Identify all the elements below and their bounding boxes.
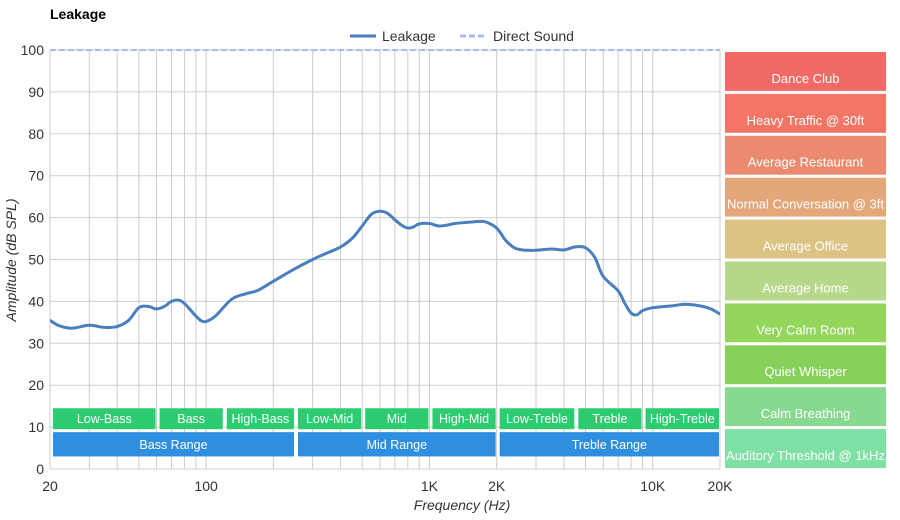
noise-level-normal-conversation-3ft <box>725 177 886 217</box>
noise-level-label: Average Office <box>763 239 849 254</box>
noise-level-dance-club <box>725 52 886 91</box>
noise-level-average-office <box>725 219 886 259</box>
noise-level-average-restaurant <box>725 135 886 175</box>
x-tick-label: 1K <box>421 478 439 494</box>
y-tick-label: 0 <box>36 461 44 477</box>
band-label: Bass <box>177 412 205 426</box>
y-tick-label: 10 <box>28 419 44 435</box>
band-label: Mid <box>387 412 407 426</box>
noise-level-quiet-whisper <box>725 345 886 385</box>
y-tick-label: 90 <box>28 84 44 100</box>
frequency-ranges: Bass Range Mid Range Treble Range <box>53 432 719 457</box>
y-axis-label: Amplitude (dB SPL) <box>3 199 19 323</box>
band-high-bass <box>226 408 294 430</box>
x-tick-label: 20K <box>708 478 734 494</box>
range-mid-range <box>297 432 496 457</box>
x-tick-labels: 20 100 1K 2K 10K 20K <box>42 478 733 494</box>
x-tick-label: 2K <box>488 478 506 494</box>
range-label: Treble Range <box>572 438 647 452</box>
range-bass-range <box>53 432 294 457</box>
x-tick-label: 100 <box>194 478 218 494</box>
band-high-treble <box>645 408 719 430</box>
y-tick-labels: 0 10 20 30 40 50 60 70 80 90 100 <box>21 42 45 477</box>
noise-level-average-home <box>725 261 886 301</box>
noise-level-auditory-threshold-1khz <box>725 429 886 468</box>
x-axis-label: Frequency (Hz) <box>414 497 510 513</box>
range-label: Mid Range <box>367 438 427 452</box>
y-tick-label: 80 <box>28 126 44 142</box>
noise-level-label: Calm Breathing <box>761 406 851 421</box>
band-low-mid <box>297 408 362 430</box>
noise-level-label: Dance Club <box>772 71 840 86</box>
noise-level-label: Auditory Threshold @ 1kHz <box>726 448 885 463</box>
y-tick-label: 30 <box>28 335 44 351</box>
range-treble-range <box>499 432 719 457</box>
band-label: Treble <box>592 412 627 426</box>
noise-level-label: Normal Conversation @ 3ft <box>727 197 884 212</box>
x-tick-label: 10K <box>640 478 666 494</box>
noise-level-scale: Dance Club Heavy Traffic @ 30ft Average Re… <box>725 52 886 468</box>
y-tick-label: 20 <box>28 377 44 393</box>
noise-level-label: Average Home <box>762 280 848 295</box>
grid <box>49 49 721 470</box>
band-label: Low-Mid <box>306 412 353 426</box>
band-bass <box>159 408 223 430</box>
y-tick-label: 70 <box>28 168 44 184</box>
chart-title: Leakage <box>50 6 106 22</box>
band-treble <box>578 408 642 430</box>
frequency-bands: Low-Bass Bass High-Bass Low-Mid Mid High-Mid L… <box>53 408 719 430</box>
legend-direct-sound-label[interactable]: Direct Sound <box>493 28 574 44</box>
band-low-treble <box>499 408 575 430</box>
y-tick-label: 100 <box>21 42 45 58</box>
range-label: Bass Range <box>139 438 207 452</box>
series-line-leakage <box>50 209 720 330</box>
y-tick-label: 40 <box>28 293 44 309</box>
band-low-bass <box>53 408 156 430</box>
band-label: High-Mid <box>439 412 489 426</box>
band-mid <box>365 408 429 430</box>
y-tick-label: 50 <box>28 252 44 268</box>
band-label: Low-Treble <box>506 412 568 426</box>
legend[interactable]: Leakage Direct Sound <box>350 28 574 44</box>
noise-level-label: Heavy Traffic @ 30ft <box>747 113 865 128</box>
noise-level-calm-breathing <box>725 387 886 427</box>
band-label: High-Bass <box>232 412 290 426</box>
noise-level-very-calm-room <box>725 303 886 343</box>
band-high-mid <box>432 408 496 430</box>
band-label: Low-Bass <box>77 412 132 426</box>
series <box>50 48 720 330</box>
noise-level-label: Very Calm Room <box>756 322 854 337</box>
noise-level-label: Quiet Whisper <box>764 364 847 379</box>
band-label: High-Treble <box>650 412 715 426</box>
y-tick-label: 60 <box>28 210 44 226</box>
noise-level-heavy-traffic-30ft <box>725 93 886 133</box>
x-tick-label: 20 <box>42 478 58 494</box>
legend-leakage-label[interactable]: Leakage <box>382 28 436 44</box>
noise-level-label: Average Restaurant <box>748 155 864 170</box>
